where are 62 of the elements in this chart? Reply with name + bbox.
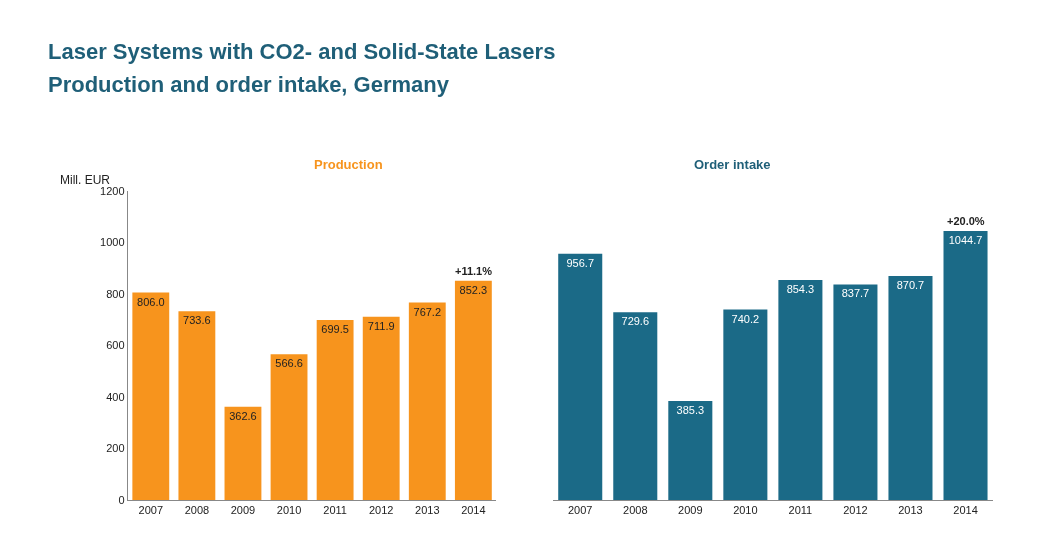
data-label: 854.3 xyxy=(786,283,815,296)
data-label: 699.5 xyxy=(321,322,349,335)
bar xyxy=(943,231,988,501)
bar xyxy=(454,280,492,501)
y-tick-label: 1200 xyxy=(100,184,125,197)
data-label: 767.2 xyxy=(413,305,442,318)
x-tick-label: 2013 xyxy=(898,504,923,517)
y-tick-label: 600 xyxy=(106,339,125,352)
text: Laser Systems with CO2- and Solid-State Lasers xyxy=(48,39,556,64)
bar xyxy=(362,316,400,501)
data-label: 806.0 xyxy=(137,295,165,308)
bar xyxy=(178,311,216,501)
bar xyxy=(132,292,170,501)
annotation: +11.1% xyxy=(455,265,493,277)
bar xyxy=(558,253,603,501)
data-label: 711.9 xyxy=(367,319,395,332)
data-label: 733.6 xyxy=(183,314,211,327)
x-tick-label: 2008 xyxy=(623,504,648,517)
data-label: 956.7 xyxy=(566,256,595,269)
x-tick-label: 2007 xyxy=(568,504,593,517)
x-tick-label: 2013 xyxy=(415,504,440,517)
data-label: 729.6 xyxy=(621,315,650,328)
x-tick-label: 2010 xyxy=(733,504,758,517)
x-tick-label: 2009 xyxy=(230,504,256,517)
bar xyxy=(833,284,878,501)
y-tick-label: 200 xyxy=(106,442,125,455)
data-label: 870.7 xyxy=(896,278,925,291)
data-label: 852.3 xyxy=(459,283,488,296)
x-tick-label: 2007 xyxy=(138,504,164,517)
bar xyxy=(668,400,713,501)
text: Production and order intake, Germany xyxy=(48,72,450,97)
y-tick-label: 0 xyxy=(118,493,125,506)
data-label: 566.6 xyxy=(275,357,303,370)
bar xyxy=(888,275,933,501)
chart-title: Order intake xyxy=(694,157,771,172)
x-tick-label: 2009 xyxy=(678,504,703,517)
annotation: +20.0% xyxy=(947,215,985,227)
x-tick-label: 2011 xyxy=(323,504,347,517)
x-tick-label: 2008 xyxy=(184,504,210,517)
bar xyxy=(613,312,658,501)
y-tick-label: 800 xyxy=(106,287,125,300)
bar xyxy=(316,319,354,501)
data-label: 837.7 xyxy=(841,287,870,300)
x-tick-label: 2014 xyxy=(461,504,486,517)
bar xyxy=(723,309,768,501)
data-label: 740.2 xyxy=(731,312,760,325)
bar xyxy=(224,406,262,501)
x-tick-label: 2012 xyxy=(843,504,868,517)
data-label: 385.3 xyxy=(676,403,705,416)
bar xyxy=(408,302,446,501)
x-tick-label: 2011 xyxy=(788,504,813,517)
data-label: 1044.7 xyxy=(948,234,983,247)
x-tick-label: 2014 xyxy=(953,504,978,517)
x-tick-label: 2010 xyxy=(276,504,302,517)
chart-title: Production xyxy=(314,157,383,172)
y-tick-label: 400 xyxy=(106,390,125,403)
bar xyxy=(778,280,823,501)
data-label: 362.6 xyxy=(229,409,257,422)
y-axis-title: Mill. EUR xyxy=(60,173,111,187)
y-tick-label: 1000 xyxy=(100,236,125,249)
bar xyxy=(270,354,308,501)
x-tick-label: 2012 xyxy=(368,504,394,517)
